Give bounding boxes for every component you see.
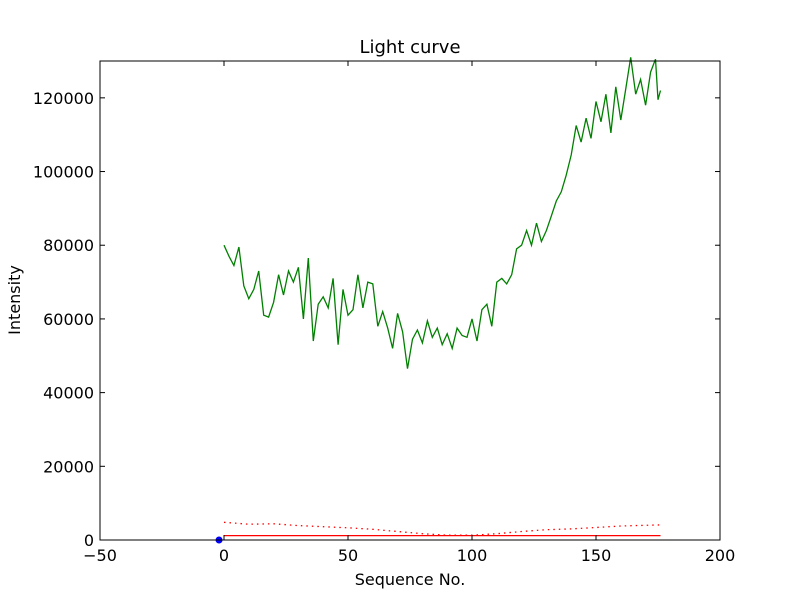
x-tick-label: 0	[219, 546, 229, 565]
x-tick-label: 50	[338, 546, 358, 565]
chart-title: Light curve	[359, 37, 460, 58]
x-tick-label: 200	[705, 546, 736, 565]
y-tick-label: 100000	[33, 163, 94, 182]
y-axis-label: Intensity	[5, 265, 24, 335]
series-red-dotted-line	[223, 521, 661, 536]
x-axis-label: Sequence No.	[355, 570, 466, 589]
y-tick-label: 0	[84, 531, 94, 550]
x-tick-label: −50	[83, 546, 117, 565]
x-tick-label: 150	[581, 546, 612, 565]
y-tick-label: 60000	[43, 310, 94, 329]
x-tick-label: 100	[457, 546, 488, 565]
plot-frame	[99, 60, 721, 541]
series-green-solid-line	[223, 57, 662, 369]
y-tick-label: 80000	[43, 236, 94, 255]
y-tick-label: 40000	[43, 384, 94, 403]
y-tick-label: 120000	[33, 89, 94, 108]
y-tick-label: 20000	[43, 457, 94, 476]
plot-area: −50 0 50 100 150 2000200004000060000800001000…	[33, 57, 735, 565]
